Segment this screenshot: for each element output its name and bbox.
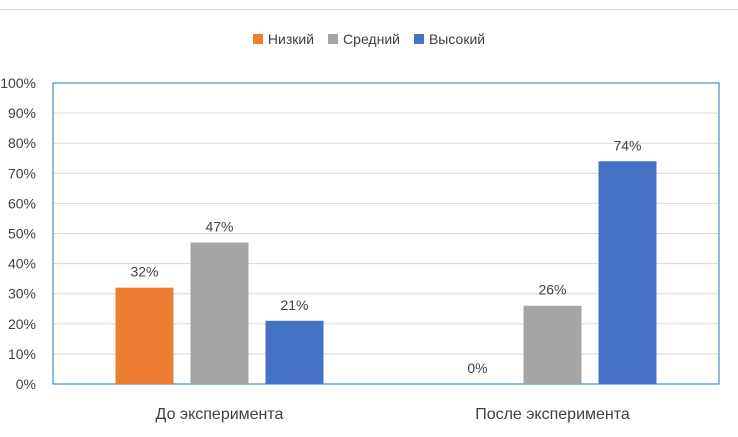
bar bbox=[523, 305, 582, 384]
legend-swatch-low bbox=[252, 34, 263, 44]
legend-item-low: Низкий bbox=[252, 31, 315, 47]
y-tick-label: 30% bbox=[8, 286, 36, 302]
data-label: 21% bbox=[280, 297, 308, 313]
legend-swatch-high bbox=[413, 34, 424, 44]
legend-item-medium: Средний bbox=[328, 31, 400, 47]
bar bbox=[190, 242, 249, 384]
legend: Низкий Средний Высокий bbox=[0, 31, 738, 47]
legend-label-high: Высокий bbox=[428, 31, 486, 47]
y-tick-label: 80% bbox=[8, 135, 36, 151]
bar bbox=[598, 161, 657, 384]
legend-swatch-medium bbox=[328, 34, 339, 44]
data-label: 26% bbox=[538, 282, 566, 298]
data-label: 47% bbox=[205, 219, 233, 235]
y-tick-label: 100% bbox=[0, 75, 36, 91]
y-tick-label: 40% bbox=[8, 256, 36, 272]
legend-label-low: Низкий bbox=[267, 31, 315, 47]
plot-area-border bbox=[52, 82, 720, 385]
y-tick-label: 70% bbox=[8, 165, 36, 181]
category-label: До эксперимента bbox=[156, 406, 284, 423]
y-tick-label: 20% bbox=[8, 316, 36, 332]
y-tick-label: 10% bbox=[8, 346, 36, 362]
category-label: После эксперимента bbox=[475, 406, 630, 423]
top-divider bbox=[0, 9, 738, 10]
y-tick-label: 90% bbox=[8, 105, 36, 121]
legend-item-high: Высокий bbox=[413, 31, 486, 47]
bar bbox=[115, 287, 174, 384]
data-label: 32% bbox=[130, 264, 158, 280]
data-label: 0% bbox=[467, 360, 487, 376]
legend-label-medium: Средний bbox=[343, 31, 400, 47]
y-tick-label: 50% bbox=[8, 226, 36, 242]
bar bbox=[265, 320, 324, 384]
y-tick-label: 60% bbox=[8, 195, 36, 211]
data-label: 74% bbox=[613, 137, 641, 153]
y-tick-label: 0% bbox=[16, 376, 36, 392]
